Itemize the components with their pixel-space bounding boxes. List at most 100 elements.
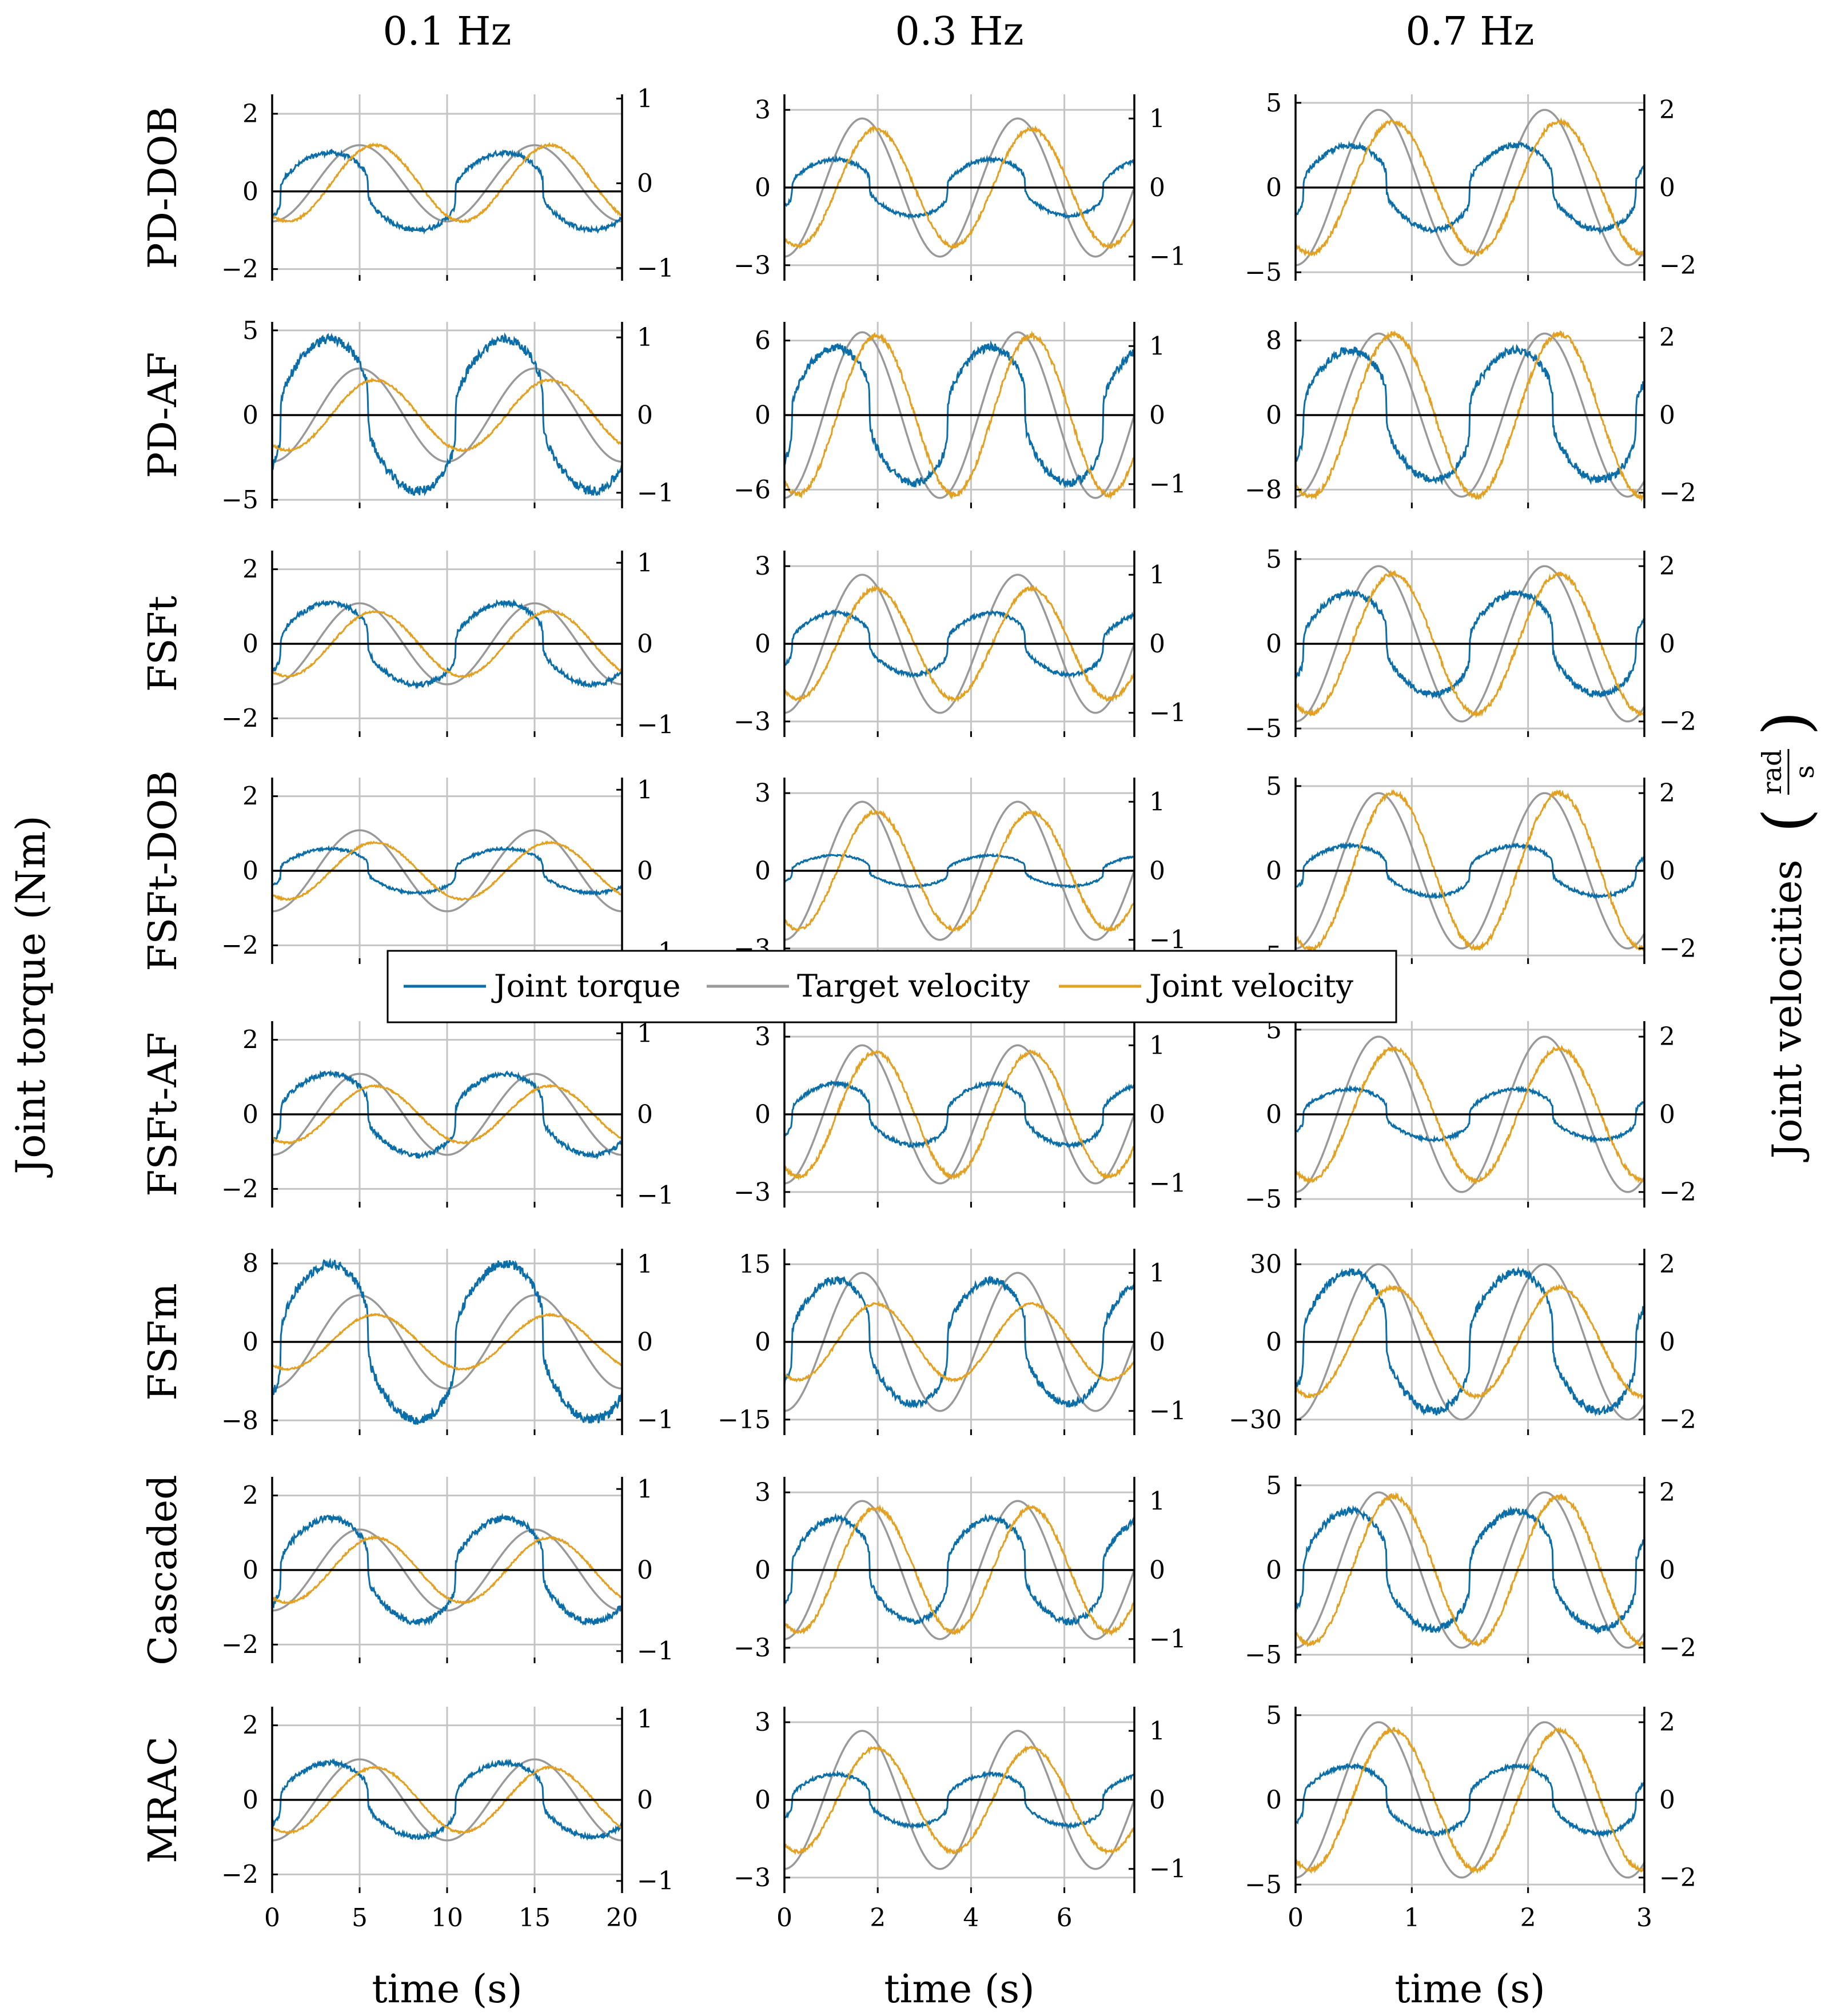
series-joint-torque <box>783 608 1135 679</box>
right-tick-label: −2 <box>1659 1863 1696 1893</box>
left-tick-label: 0 <box>755 1556 771 1585</box>
left-tick-label: 8 <box>1266 326 1282 356</box>
series-target-velocity <box>272 1073 623 1156</box>
right-tick-label: 1 <box>637 548 653 577</box>
x-tick-label: 2 <box>1520 1903 1536 1933</box>
right-tick-label: 0 <box>1659 173 1675 202</box>
left-tick-label: −2 <box>221 1630 258 1659</box>
panel-5-1: −15 0 15 −1 0 1 <box>718 1249 1186 1435</box>
panel-1-2: −8 0 8 −2 0 2 <box>1245 322 1696 508</box>
right-tick-label: −1 <box>1149 1625 1186 1654</box>
left-tick-label: 2 <box>242 782 258 811</box>
left-tick-label: 30 <box>1250 1250 1282 1279</box>
x-tick-label: 5 <box>352 1903 368 1933</box>
x-tick-label: 1 <box>1404 1903 1420 1933</box>
right-tick-label: 0 <box>1149 401 1165 430</box>
column-title-0: 0.1 Hz <box>383 9 512 54</box>
right-tick-label: 2 <box>1659 779 1675 808</box>
right-tick-label: 0 <box>1149 1786 1165 1815</box>
right-tick-label: 0 <box>637 629 653 659</box>
left-tick-label: −15 <box>718 1405 771 1435</box>
right-tick-label: 1 <box>1149 332 1165 361</box>
series-joint-torque <box>271 148 623 235</box>
left-tick-label: 5 <box>242 316 258 345</box>
series-joint-torque <box>1295 1266 1645 1417</box>
right-tick-label: −1 <box>637 254 674 283</box>
right-tick-label: 1 <box>637 1475 653 1504</box>
left-tick-label: 0 <box>755 856 771 886</box>
left-tick-label: −5 <box>1245 258 1282 287</box>
left-tick-label: −6 <box>734 475 771 504</box>
left-tick-label: 0 <box>755 401 771 430</box>
left-tick-label: 3 <box>755 1708 771 1737</box>
panel-0-2: −5 0 5 −2 0 2 <box>1245 89 1696 287</box>
right-tick-label: 2 <box>1659 95 1675 125</box>
series-joint-velocity <box>272 142 623 224</box>
right-tick-label: −1 <box>1149 926 1186 955</box>
series-target-velocity <box>272 602 623 686</box>
right-tick-label: 0 <box>637 856 653 886</box>
series-joint-velocity <box>783 330 1135 500</box>
x-tick-label: 0 <box>776 1903 792 1933</box>
row-label-7: MRAC <box>141 1736 186 1863</box>
right-tick-label: 0 <box>1659 1786 1675 1815</box>
right-tick-label: 1 <box>637 84 653 113</box>
series-joint-torque <box>1296 1762 1645 1838</box>
right-tick-label: 1 <box>637 775 653 804</box>
right-tick-label: 2 <box>1659 323 1675 352</box>
column-title-1: 0.3 Hz <box>895 9 1024 54</box>
right-tick-label: −2 <box>1659 1178 1696 1207</box>
left-tick-label: 2 <box>242 1026 258 1055</box>
series-joint-velocity <box>783 1745 1135 1856</box>
series-joint-torque <box>783 154 1135 221</box>
right-tick-label: 0 <box>1659 1100 1675 1129</box>
right-tick-label: −1 <box>1149 1169 1186 1198</box>
x-tick-label: 3 <box>1636 1903 1652 1933</box>
series-target-velocity <box>784 573 1135 714</box>
right-tick-label: −1 <box>637 1637 674 1666</box>
left-tick-label: −5 <box>221 485 258 515</box>
series-joint-velocity <box>784 125 1135 249</box>
left-tick-label: 0 <box>755 629 771 659</box>
series-joint-velocity <box>783 1504 1135 1636</box>
panel-3-0: −202−101 <box>221 775 674 966</box>
row-label-3: FSFt-DOB <box>141 770 186 971</box>
right-tick-label: 0 <box>637 1100 653 1129</box>
series-joint-torque <box>1294 842 1645 900</box>
panel-1-1: −6 0 6 −1 0 1 <box>734 322 1186 508</box>
left-tick-label: 0 <box>242 177 258 206</box>
x-tick-label: 15 <box>519 1903 551 1933</box>
right-tick-label: 1 <box>637 1250 653 1279</box>
right-tick-label: 1 <box>1149 1716 1165 1746</box>
panel-2-1: −3 0 3 −1 0 1 <box>734 551 1186 737</box>
series-joint-velocity <box>1295 1726 1645 1874</box>
legend-box <box>386 950 1397 1023</box>
series-joint-torque <box>271 332 623 496</box>
legend-label-target: Target velocity <box>797 968 1030 1004</box>
right-tick-label: −1 <box>637 1181 674 1210</box>
left-tick-label: 0 <box>242 1556 258 1585</box>
left-tick-label: 15 <box>739 1250 771 1279</box>
row-label-5: FSFm <box>141 1283 186 1400</box>
panel-1-0: −5 0 5 −1 0 1 <box>221 316 674 515</box>
column-title-2: 0.7 Hz <box>1406 9 1535 54</box>
right-tick-label: −2 <box>1659 251 1696 280</box>
right-tick-label: −1 <box>1149 1397 1186 1426</box>
left-tick-label: 8 <box>242 1249 258 1278</box>
series-joint-velocity <box>1294 117 1645 258</box>
series-joint-torque <box>784 340 1135 488</box>
series-joint-velocity <box>783 584 1135 703</box>
right-tick-label: −1 <box>1149 470 1186 499</box>
series-joint-velocity <box>784 808 1135 933</box>
left-tick-label: −3 <box>734 251 771 280</box>
left-tick-label: 5 <box>1266 89 1282 118</box>
left-tick-label: 0 <box>242 1786 258 1815</box>
left-tick-label: 0 <box>1266 173 1282 202</box>
right-tick-label: −1 <box>1149 1855 1186 1884</box>
series-target-velocity <box>784 1500 1135 1640</box>
series-target-velocity <box>784 1044 1135 1185</box>
right-tick-label: 1 <box>637 1704 653 1734</box>
right-tick-label: 1 <box>637 323 653 352</box>
left-tick-label: 2 <box>242 1711 258 1740</box>
left-tick-label: −8 <box>1245 475 1282 504</box>
